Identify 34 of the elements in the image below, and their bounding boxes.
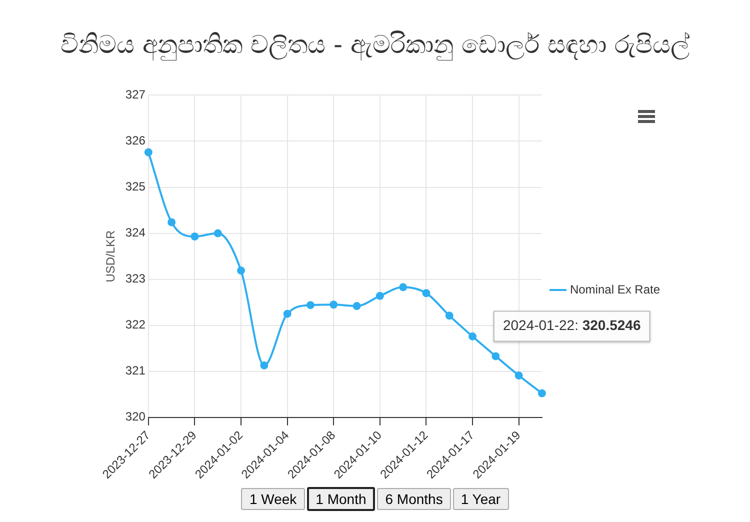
point <box>445 312 454 320</box>
point <box>492 352 500 360</box>
text: 1 Year <box>452 488 509 510</box>
point <box>260 361 268 370</box>
point <box>422 289 430 298</box>
y-tick-label: 326 <box>125 134 146 148</box>
y-tick-label: 324 <box>125 226 146 240</box>
annotation: 2024-01-22: 320.5246 <box>502 317 641 334</box>
point <box>144 148 152 156</box>
point <box>376 292 384 300</box>
point <box>306 301 314 310</box>
legend-label: Nominal Ex Rate <box>570 282 660 296</box>
point <box>237 266 246 275</box>
point <box>514 372 523 380</box>
y-tick-label: 327 <box>125 88 146 102</box>
text: 6 Months <box>377 488 451 510</box>
y-tick-label: 322 <box>125 318 146 332</box>
point <box>538 389 546 398</box>
point <box>190 232 199 241</box>
y-tick-label: 323 <box>125 272 146 286</box>
text: 1 Week <box>241 488 305 510</box>
y-tick-label: 320 <box>125 410 146 424</box>
chart-title: විනිමය අනුපාතික චලිතය - ඇමරිකානු ඩොලර් සඳහා රුපියල් <box>60 30 690 60</box>
point <box>168 218 176 226</box>
point <box>330 300 338 309</box>
text: 1 Month <box>306 487 376 511</box>
point <box>214 229 222 238</box>
point <box>352 302 361 310</box>
y-tick-label: 325 <box>125 180 146 194</box>
y-axis-title: USD/LKR <box>104 230 118 282</box>
point <box>399 283 408 292</box>
point <box>283 310 292 318</box>
y-tick-label: 321 <box>125 364 146 378</box>
point <box>468 332 477 340</box>
